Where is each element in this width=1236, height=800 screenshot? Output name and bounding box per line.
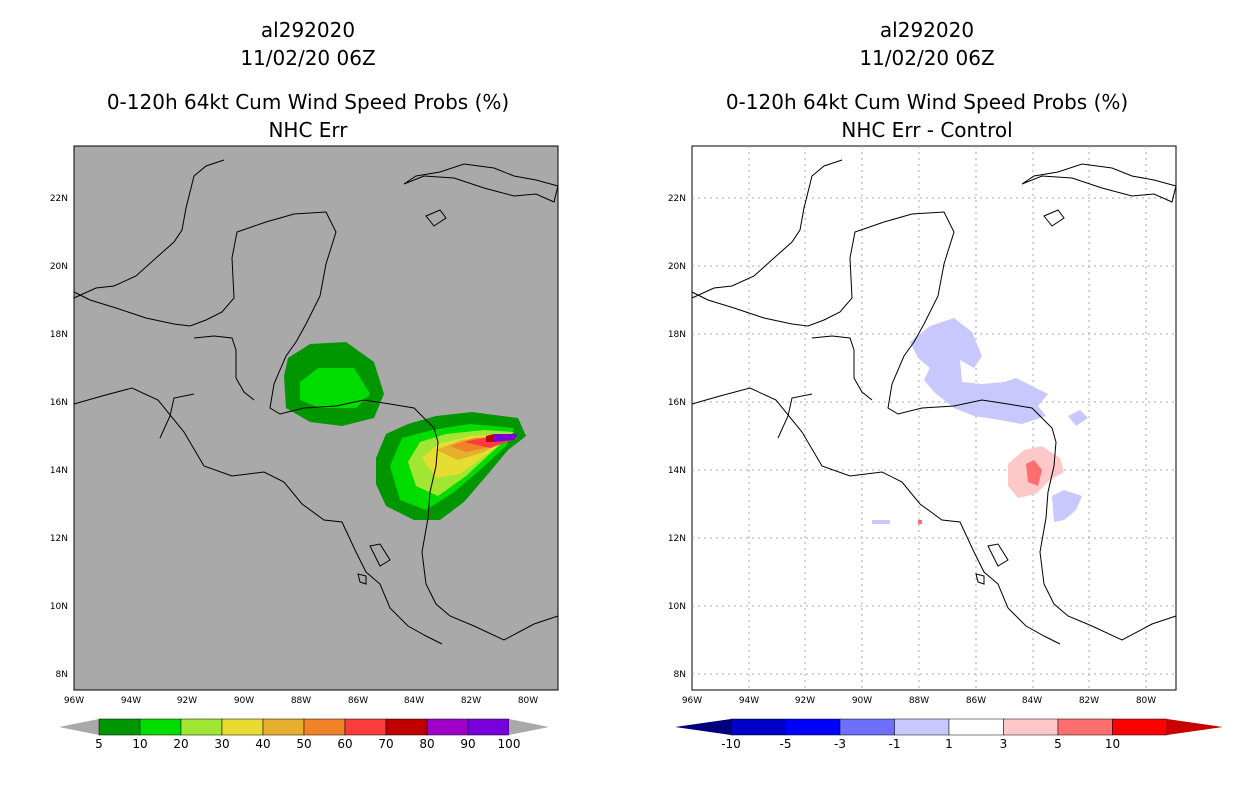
right-colorbar-label: -10 [721,737,741,751]
left-lat-tick: 12N [50,534,68,544]
right-lat-tick: 8N [674,670,686,680]
left-colorbar-label: 80 [419,737,434,751]
right-colorbar-label: 5 [1054,737,1062,751]
left-lon-tick: 80W [518,696,538,706]
right-colorbar-label: -1 [889,737,901,751]
left-title: 0-120h 64kt Cum Wind Speed Probs (%) [106,90,510,114]
left-map-panel [73,145,559,691]
left-colorbar-label: 40 [255,737,270,751]
right-lon-tick: 84W [1022,696,1042,706]
left-subtitle: NHC Err [268,118,348,142]
right-colorbar-swatch [1112,718,1168,736]
left-colorbar-swatch [262,718,305,736]
right-colorbar-swatch [839,718,895,736]
left-colorbar-swatch [98,718,141,736]
right-lon-tick: 92W [795,696,815,706]
left-colorbar-swatch [221,718,264,736]
right-lon-tick: 80W [1136,696,1156,706]
left-lon-tick: 82W [461,696,481,706]
left-lat-tick: 18N [50,330,68,340]
right-colorbar-swatch [785,718,841,736]
right-lat-tick: 14N [668,466,686,476]
left-lon-tick: 96W [64,696,84,706]
left-colorbar: 5 10 20 30 40 50 60 70 80 90 100 [59,718,549,751]
left-colorbar-swatch [139,718,182,736]
left-lon-tick: 84W [404,696,424,706]
right-axis-ticks: 96W 94W 92W 90W 88W 86W 84W 82W 80W 8N 1… [668,194,1156,706]
right-subtitle: NHC Err - Control [841,118,1013,142]
left-lat-tick: 10N [50,602,68,612]
right-colorbar-swatch [1057,718,1113,736]
right-colorbar-swatch [730,718,786,736]
left-colorbar-swatch [467,718,510,736]
right-map-panel [691,145,1177,691]
left-colorbar-label: 30 [214,737,229,751]
left-colorbar-label: 70 [378,737,393,751]
left-storm-id: al292020 [260,18,356,42]
left-colorbar-label: 5 [95,737,103,751]
left-colorbar-label: 90 [460,737,475,751]
left-lat-tick: 8N [56,670,68,680]
right-lon-tick: 88W [909,696,929,706]
right-lon-tick: 86W [966,696,986,706]
right-storm-id: al292020 [879,18,975,42]
left-colorbar-label: 10 [132,737,147,751]
right-lat-tick: 20N [668,262,686,272]
left-colorbar-label: 20 [173,737,188,751]
left-lat-tick: 14N [50,466,68,476]
right-gridlines [692,146,1176,690]
right-colorbar-swatch [948,718,1004,736]
left-lon-tick: 86W [348,696,368,706]
left-colorbar-label: 100 [498,737,521,751]
left-colorbar-swatch [180,718,223,736]
right-colorbar-label: 1 [945,737,953,751]
right-colorbar-label: 10 [1105,737,1120,751]
left-colorbar-label: 50 [296,737,311,751]
left-colorbar-low-arrow [59,719,99,735]
right-map-background [691,145,1177,691]
right-lat-tick: 16N [668,398,686,408]
right-colorbar-swatch [894,718,950,736]
left-datetime: 11/02/20 06Z [240,46,376,70]
right-lat-tick: 12N [668,534,686,544]
left-axis-ticks: 96W 94W 92W 90W 88W 86W 84W 82W 80W 8N 1… [50,194,538,706]
left-colorbar-high-arrow [509,719,549,735]
right-lat-tick: 10N [668,602,686,612]
left-prob-shading [284,342,526,520]
right-lat-tick: 22N [668,194,686,204]
right-colorbar-high-arrow [1167,719,1223,735]
right-colorbar-label: 3 [1000,737,1008,751]
right-colorbar-label: -3 [834,737,846,751]
right-lon-tick: 94W [739,696,759,706]
right-lon-tick: 90W [852,696,872,706]
left-lon-tick: 94W [121,696,141,706]
right-diff-shading [872,318,1088,524]
left-colorbar-swatch [303,718,346,736]
left-colorbar-swatch [344,718,387,736]
right-colorbar: -10 -5 -3 -1 1 3 5 10 [675,718,1223,751]
right-lon-tick: 96W [682,696,702,706]
left-lon-tick: 90W [234,696,254,706]
right-lat-tick: 18N [668,330,686,340]
left-lat-tick: 20N [50,262,68,272]
right-colorbar-label: -5 [780,737,792,751]
right-datetime: 11/02/20 06Z [859,46,995,70]
left-lat-tick: 16N [50,398,68,408]
left-lon-tick: 92W [177,696,197,706]
left-lat-tick: 22N [50,194,68,204]
left-colorbar-label: 60 [337,737,352,751]
left-lon-tick: 88W [291,696,311,706]
left-colorbar-swatch [385,718,428,736]
right-colorbar-low-arrow [675,719,731,735]
right-lon-tick: 82W [1079,696,1099,706]
left-colorbar-swatch [426,718,469,736]
right-colorbar-swatch [1003,718,1059,736]
right-title: 0-120h 64kt Cum Wind Speed Probs (%) [725,90,1129,114]
